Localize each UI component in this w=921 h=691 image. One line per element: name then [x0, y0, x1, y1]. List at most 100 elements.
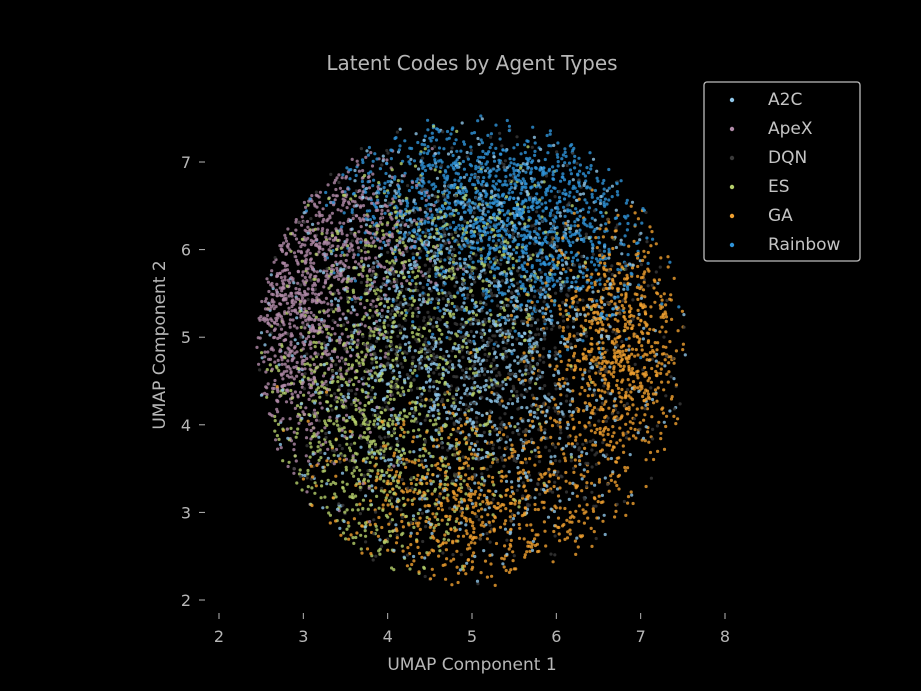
- data-point: [437, 146, 442, 150]
- data-point: [490, 425, 495, 429]
- data-point: [652, 401, 656, 405]
- data-point: [344, 240, 348, 244]
- data-point: [630, 200, 635, 204]
- data-point: [292, 377, 296, 381]
- data-point: [371, 558, 375, 562]
- data-point: [451, 553, 455, 557]
- data-point: [530, 419, 535, 423]
- data-point: [481, 520, 485, 525]
- data-point: [411, 371, 415, 375]
- data-point: [479, 247, 483, 251]
- data-point: [584, 334, 589, 338]
- data-point: [560, 175, 564, 179]
- data-point: [326, 456, 330, 460]
- data-point: [429, 280, 433, 284]
- data-point: [364, 368, 368, 372]
- data-point: [558, 307, 562, 311]
- data-point: [578, 312, 583, 316]
- data-point: [627, 348, 631, 352]
- data-point: [387, 287, 391, 291]
- data-point: [350, 297, 354, 302]
- data-point: [485, 467, 489, 471]
- data-point: [400, 544, 404, 548]
- data-point: [573, 344, 578, 348]
- data-point: [426, 278, 431, 282]
- data-point: [642, 272, 646, 276]
- data-point: [346, 309, 350, 313]
- data-point: [636, 297, 640, 301]
- data-point: [547, 287, 552, 291]
- data-point: [461, 402, 466, 406]
- data-point: [544, 206, 548, 210]
- data-point: [489, 291, 493, 295]
- data-point: [405, 460, 409, 464]
- data-point: [411, 414, 415, 418]
- data-point: [376, 198, 380, 202]
- data-point: [442, 537, 446, 541]
- data-point: [522, 351, 526, 355]
- data-point: [400, 284, 404, 289]
- data-point: [629, 307, 633, 311]
- data-point: [304, 238, 308, 242]
- data-point: [498, 137, 502, 141]
- data-point: [569, 342, 573, 346]
- data-point: [529, 257, 533, 261]
- data-point: [443, 322, 447, 326]
- data-point: [566, 423, 570, 427]
- data-point: [352, 324, 356, 328]
- data-point: [452, 247, 456, 251]
- data-point: [480, 359, 484, 363]
- data-point: [640, 294, 644, 298]
- data-point: [467, 477, 471, 481]
- data-point: [417, 463, 421, 467]
- data-point: [573, 232, 577, 236]
- data-point: [526, 540, 530, 544]
- data-point: [465, 440, 469, 445]
- data-point: [302, 315, 307, 319]
- data-point: [392, 454, 396, 458]
- data-point: [582, 521, 587, 525]
- data-point: [602, 384, 606, 388]
- data-point: [334, 371, 338, 375]
- data-point: [474, 489, 478, 494]
- data-point: [307, 229, 312, 233]
- data-point: [630, 266, 635, 270]
- data-point: [372, 261, 376, 265]
- data-point: [463, 437, 467, 441]
- data-point: [477, 518, 481, 522]
- data-point: [350, 330, 354, 334]
- data-point: [550, 395, 554, 399]
- data-point: [358, 468, 362, 472]
- data-point: [623, 234, 627, 238]
- data-point: [476, 206, 480, 210]
- data-point: [321, 352, 325, 356]
- data-point: [472, 206, 476, 210]
- data-point: [330, 408, 334, 412]
- data-point: [390, 235, 395, 239]
- data-point: [642, 366, 647, 370]
- data-point: [491, 179, 495, 183]
- data-point: [387, 233, 391, 237]
- data-point: [323, 281, 327, 285]
- data-point: [398, 329, 402, 333]
- data-point: [508, 157, 512, 161]
- data-point: [340, 453, 344, 457]
- data-point: [370, 469, 374, 473]
- data-point: [664, 424, 668, 429]
- data-point: [471, 322, 475, 326]
- data-point: [474, 167, 478, 171]
- data-point: [345, 289, 349, 293]
- data-point: [496, 304, 500, 308]
- data-point: [395, 238, 399, 243]
- data-point: [326, 302, 330, 306]
- data-point: [397, 460, 402, 464]
- data-point: [596, 196, 600, 200]
- data-point: [465, 286, 469, 290]
- data-point: [599, 223, 603, 227]
- data-point: [399, 362, 403, 366]
- data-point: [563, 161, 567, 165]
- data-point: [558, 214, 563, 218]
- data-point: [362, 477, 367, 481]
- data-point: [394, 191, 399, 195]
- data-point: [556, 266, 560, 270]
